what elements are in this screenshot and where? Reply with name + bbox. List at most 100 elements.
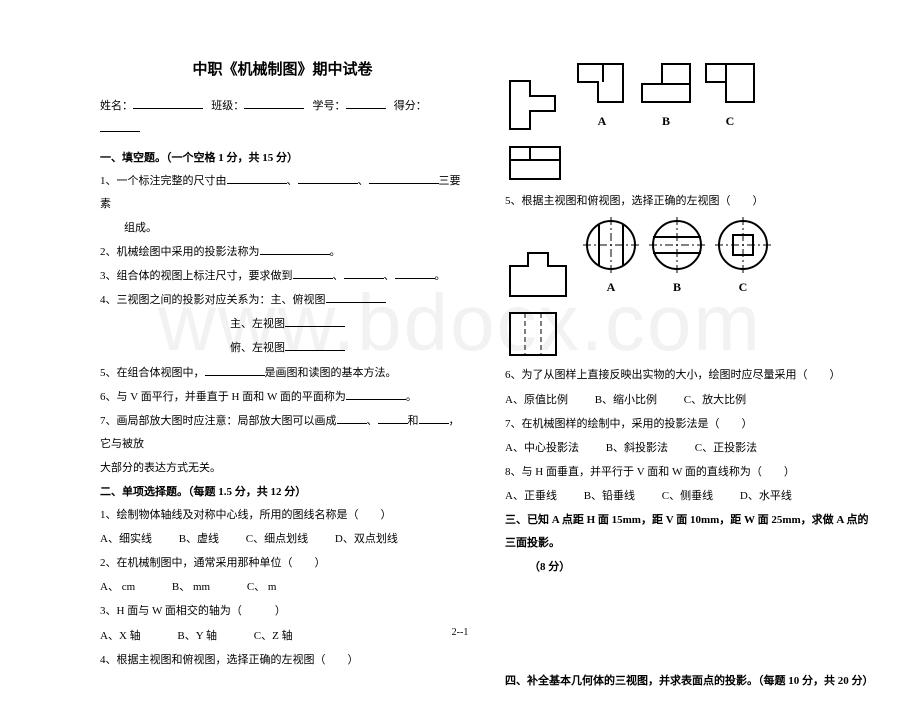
opt-c[interactable]: C、放大比例	[684, 389, 746, 412]
q2-1: 1、绘制物体轴线及对称中心线，所用的图线名称是（ ）	[100, 504, 465, 527]
blank[interactable]	[378, 412, 408, 424]
section-1-heading: 一、填空题。（一个空格 1 分，共 15 分）	[100, 147, 465, 170]
q4-opt-c	[701, 59, 759, 107]
q5-top-view	[505, 308, 561, 360]
q1-7b: 和	[408, 415, 419, 427]
q1-6-text: 6、与 V 面平行，并垂直于 H 面和 W 面的平面称为	[100, 391, 346, 403]
blank[interactable]	[419, 412, 449, 424]
q2-7: 7、在机械图样的绘制中，采用的投影法是（ ）	[505, 413, 870, 436]
q1-1: 1、一个标注完整的尺寸由、、三要素	[100, 170, 465, 216]
blank[interactable]	[326, 291, 386, 303]
blank[interactable]	[395, 267, 435, 279]
score-blank[interactable]	[100, 120, 140, 132]
q1-5-text: 5、在组合体视图中，	[100, 367, 205, 379]
q1-1-text: 1、一个标注完整的尺寸由	[100, 175, 227, 187]
q1-7d: 大部分的表达方式无关。	[100, 457, 465, 480]
section-3-heading: 三、已知 A 点距 H 面 15mm，距 V 面 10mm，距 W 面 25mm…	[505, 509, 870, 555]
opt-b[interactable]: B、 mm	[172, 576, 210, 599]
opt-d[interactable]: D、水平线	[740, 485, 792, 508]
q1-7: 7、画局部放大图时应注意：局部放大图可以画成、和，它与被放	[100, 410, 465, 456]
opt-a[interactable]: A、X 轴	[100, 625, 141, 648]
blank[interactable]	[260, 243, 330, 255]
q5-opt-a	[581, 217, 641, 273]
q4-opt-a	[573, 59, 631, 107]
student-info-line: 姓名： 班级： 学号： 得分：	[100, 95, 465, 141]
opt-d[interactable]: D、双点划线	[335, 528, 398, 551]
q2-4: 4、根据主视图和俯视图，选择正确的左视图（ ）	[100, 649, 465, 672]
q2-6-opts: A、原值比例 B、缩小比例 C、放大比例	[505, 389, 870, 412]
blank[interactable]	[346, 388, 406, 400]
opt-a[interactable]: A、中心投影法	[505, 437, 579, 460]
q1-2-text: 2、机械绘图中采用的投影法称为	[100, 246, 260, 258]
blank[interactable]	[205, 364, 265, 376]
class-blank[interactable]	[244, 97, 304, 109]
q1-3-text: 3、组合体的视图上标注尺寸，要求做到	[100, 270, 293, 282]
blank[interactable]	[285, 339, 345, 351]
q1-4b-text: 主、左视图	[230, 318, 285, 330]
q1-5-tail: 是画图和读图的基本方法。	[265, 367, 397, 379]
opt-c[interactable]: C、正投影法	[695, 437, 757, 460]
opt-a[interactable]: A、细实线	[100, 528, 152, 551]
blank[interactable]	[227, 172, 287, 184]
q4-opt-b	[637, 59, 695, 107]
blank[interactable]	[337, 412, 367, 424]
label-c: C	[701, 109, 759, 134]
q1-5: 5、在组合体视图中， 是画图和读图的基本方法。	[100, 362, 465, 385]
id-label: 学号：	[313, 100, 346, 112]
blank[interactable]	[298, 172, 358, 184]
q5-opt-c	[713, 217, 773, 273]
blank[interactable]	[293, 267, 333, 279]
name-blank[interactable]	[133, 97, 203, 109]
opt-c[interactable]: C、细点划线	[246, 528, 308, 551]
score-label: 得分：	[394, 100, 427, 112]
class-label: 班级：	[211, 100, 244, 112]
q1-2: 2、机械绘图中采用的投影法称为。	[100, 241, 465, 264]
exam-title: 中职《机械制图》期中试卷	[100, 55, 465, 87]
q1-4: 4、三视图之间的投影对应关系为：主、俯视图	[100, 289, 465, 312]
opt-b[interactable]: B、Y 轴	[177, 625, 217, 648]
q1-4b: 主、左视图	[100, 313, 465, 336]
q2-3: 3、H 面与 W 面相交的轴为（ ）	[100, 600, 465, 623]
q4-main-view	[505, 76, 567, 134]
opt-a[interactable]: A、 cm	[100, 576, 135, 599]
q2-3-opts: A、X 轴 B、Y 轴 C、Z 轴	[100, 625, 465, 648]
q1-3: 3、组合体的视图上标注尺寸，要求做到、、。	[100, 265, 465, 288]
section-3-heading-b: （8 分）	[505, 556, 870, 579]
q5-opt-b	[647, 217, 707, 273]
label-c: C	[713, 275, 773, 300]
q1-4c-text: 俯、左视图	[230, 342, 285, 354]
opt-b[interactable]: B、斜投影法	[606, 437, 668, 460]
label-b: B	[647, 275, 707, 300]
opt-c[interactable]: C、侧垂线	[662, 485, 713, 508]
left-column: 中职《机械制图》期中试卷 姓名： 班级： 学号： 得分： 一、填空题。（一个空格…	[100, 55, 465, 694]
blank[interactable]	[344, 267, 384, 279]
label-b: B	[637, 109, 695, 134]
q1-4-text: 4、三视图之间的投影对应关系为：主、俯视图	[100, 294, 326, 306]
q1-7-text: 7、画局部放大图时应注意：局部放大图可以画成	[100, 415, 337, 427]
opt-b[interactable]: B、缩小比例	[595, 389, 657, 412]
right-column: A B C 5、根据主视图和俯视图，选择正确的左视图（	[505, 55, 870, 694]
opt-c[interactable]: C、 m	[247, 576, 277, 599]
id-blank[interactable]	[346, 97, 386, 109]
q2-5: 5、根据主视图和俯视图，选择正确的左视图（ ）	[505, 190, 870, 213]
blank[interactable]	[369, 172, 439, 184]
opt-b[interactable]: B、铅垂线	[584, 485, 635, 508]
label-a: A	[573, 109, 631, 134]
q2-8: 8、与 H 面垂直，并平行于 V 面和 W 面的直线称为（ ）	[505, 461, 870, 484]
q1-4c: 俯、左视图	[100, 337, 465, 360]
opt-c[interactable]: C、Z 轴	[254, 625, 293, 648]
q1-6: 6、与 V 面平行，并垂直于 H 面和 W 面的平面称为。	[100, 386, 465, 409]
opt-a[interactable]: A、原值比例	[505, 389, 568, 412]
opt-a[interactable]: A、正垂线	[505, 485, 557, 508]
label-a: A	[581, 275, 641, 300]
section-4-heading: 四、补全基本几何体的三视图，并求表面点的投影。（每题 10 分，共 20 分）	[505, 670, 870, 693]
q4-figures: A B C	[505, 59, 870, 134]
q2-2-opts: A、 cm B、 mm C、 m	[100, 576, 465, 599]
opt-b[interactable]: B、虚线	[179, 528, 219, 551]
q2-8-opts: A、正垂线 B、铅垂线 C、侧垂线 D、水平线	[505, 485, 870, 508]
blank[interactable]	[285, 315, 345, 327]
section-2-heading: 二、单项选择题。（每题 1.5 分，共 12 分）	[100, 481, 465, 504]
q2-1-opts: A、细实线 B、虚线 C、细点划线 D、双点划线	[100, 528, 465, 551]
q5-main-view	[505, 248, 575, 300]
q2-6: 6、为了从图样上直接反映出实物的大小，绘图时应尽量采用（ ）	[505, 364, 870, 387]
